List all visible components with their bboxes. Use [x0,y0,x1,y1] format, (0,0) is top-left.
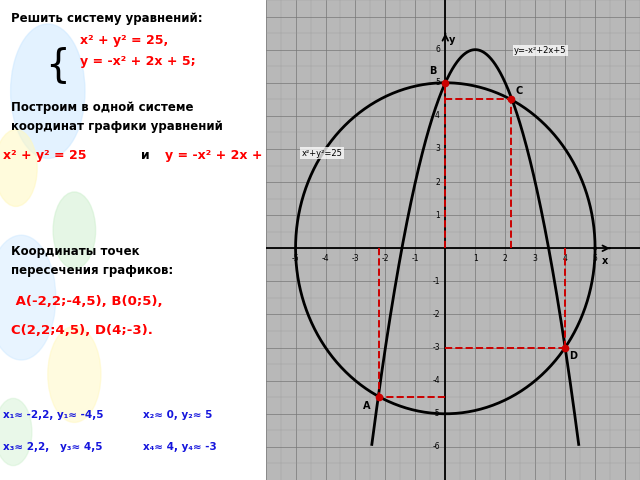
Text: Координаты точек: Координаты точек [11,245,139,258]
Circle shape [53,192,95,269]
Text: {: { [45,46,70,84]
Text: x₁≈ -2,2, y₁≈ -4,5: x₁≈ -2,2, y₁≈ -4,5 [3,410,103,420]
Text: 6: 6 [435,45,440,54]
Circle shape [48,326,101,422]
Text: -5: -5 [432,409,440,418]
Text: 2: 2 [435,178,440,187]
Text: 1: 1 [473,254,477,263]
Text: -3: -3 [432,343,440,352]
Text: x: x [602,255,609,265]
Text: -6: -6 [432,443,440,451]
Circle shape [0,130,37,206]
Text: 4: 4 [563,254,568,263]
Text: y = -x² + 2x + 5: y = -x² + 2x + 5 [164,149,275,162]
Text: -3: -3 [351,254,359,263]
Text: x²+y²=25: x²+y²=25 [301,149,342,157]
Text: 5: 5 [435,78,440,87]
Text: 5: 5 [593,254,598,263]
Text: y: y [449,35,455,45]
Text: пересечения графиков:: пересечения графиков: [11,264,173,277]
Text: Решить систему уравнений:: Решить систему уравнений: [11,12,202,25]
Text: B: B [429,67,436,76]
Text: координат графики уравнений: координат графики уравнений [11,120,223,133]
Text: -2: -2 [433,310,440,319]
Text: 1: 1 [435,211,440,220]
Text: -2: -2 [381,254,389,263]
Text: -1: -1 [412,254,419,263]
Circle shape [0,235,56,360]
Text: 2: 2 [503,254,508,263]
Text: 3: 3 [532,254,538,263]
Text: -4: -4 [322,254,330,263]
Text: x² + y² = 25,: x² + y² = 25, [79,34,168,47]
Text: Построим в одной системе: Построим в одной системе [11,101,193,114]
Text: -1: -1 [433,277,440,286]
Text: и: и [141,149,149,162]
Text: A(-2,2;-4,5), B(0;5),: A(-2,2;-4,5), B(0;5), [11,295,163,308]
Text: x₂≈ 0, y₂≈ 5: x₂≈ 0, y₂≈ 5 [143,410,212,420]
Text: x₃≈ 2,2,   y₃≈ 4,5: x₃≈ 2,2, y₃≈ 4,5 [3,442,102,452]
Text: -5: -5 [292,254,300,263]
Circle shape [0,398,32,466]
Text: x₄≈ 4, y₄≈ -3: x₄≈ 4, y₄≈ -3 [143,442,217,452]
Text: -4: -4 [432,376,440,385]
Text: 4: 4 [435,111,440,120]
Text: 3: 3 [435,144,440,154]
Text: C: C [516,86,523,96]
Text: D: D [570,351,578,361]
Text: C(2,2;4,5), D(4;-3).: C(2,2;4,5), D(4;-3). [11,324,152,337]
Circle shape [11,24,85,158]
Text: y=-x²+2x+5: y=-x²+2x+5 [514,46,566,55]
Text: A: A [363,401,371,411]
Text: y = -x² + 2x + 5;: y = -x² + 2x + 5; [79,55,195,68]
Text: x² + y² = 25: x² + y² = 25 [3,149,86,162]
